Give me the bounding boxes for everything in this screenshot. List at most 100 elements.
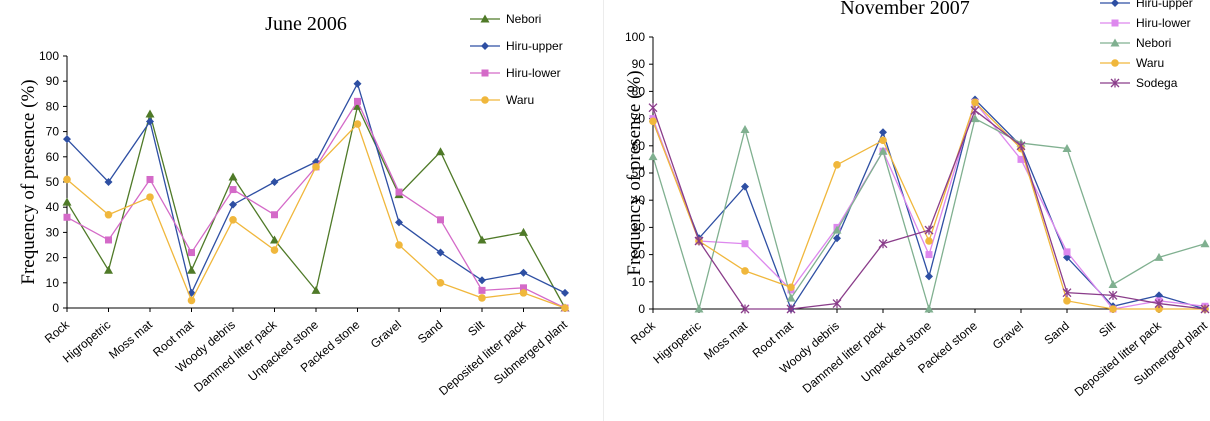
data-point	[1062, 144, 1072, 153]
data-point	[477, 235, 487, 244]
data-point	[63, 175, 71, 184]
data-point	[1109, 305, 1117, 313]
data-point	[561, 288, 569, 297]
legend: Nebori Hiru-upper Hiru-lower Waru	[470, 12, 563, 107]
x-tick-label: Dammed litter pack	[800, 318, 889, 396]
y-tick-label: 0	[52, 301, 59, 315]
series-hiru-lower	[63, 97, 569, 312]
data-point	[1108, 290, 1118, 300]
series-nebori	[62, 101, 570, 312]
x-tick-label: Silt	[1096, 318, 1118, 340]
data-point	[271, 211, 278, 219]
data-point	[187, 265, 196, 274]
y-tick-label: 40	[632, 193, 646, 207]
data-point	[786, 293, 796, 302]
data-point	[1154, 252, 1164, 261]
data-point	[395, 188, 403, 196]
data-point	[519, 268, 528, 277]
x-tick-label: Sand	[1041, 319, 1071, 348]
data-point	[970, 105, 980, 115]
data-point	[229, 216, 237, 224]
legend-label: Hiru-lower	[506, 66, 561, 80]
data-point	[694, 236, 704, 246]
data-point	[924, 225, 934, 235]
y-tick-label: 0	[638, 302, 645, 316]
data-point	[353, 79, 362, 88]
chart-panel-1: June 2006 Frequency of presence (%) 0 10 20 3…	[18, 12, 570, 398]
x-tick-label: Gravel	[368, 318, 404, 351]
data-point	[520, 284, 527, 292]
data-point	[970, 114, 980, 123]
legend-marker	[1111, 19, 1119, 27]
data-point	[187, 296, 196, 305]
series-hiru-upper	[63, 79, 569, 297]
data-point	[104, 178, 113, 186]
data-point	[648, 103, 658, 113]
legend-marker	[1110, 78, 1120, 88]
x-tick-label: Submerged plant	[491, 317, 571, 387]
data-point	[436, 248, 445, 257]
data-point	[478, 276, 486, 285]
data-point	[971, 98, 979, 107]
y-tick-label: 80	[632, 84, 646, 98]
data-point	[1155, 305, 1163, 313]
y-tick-label: 50	[46, 175, 60, 189]
y-tick-label: 100	[625, 30, 645, 44]
data-point	[229, 186, 237, 194]
data-point	[786, 304, 796, 314]
data-point	[353, 101, 362, 110]
legend-label: Waru	[506, 93, 534, 107]
y-tick-label: 80	[46, 99, 60, 113]
legend-marker	[1111, 59, 1119, 67]
x-tick-label: Gravel	[990, 319, 1026, 352]
data-point	[649, 117, 657, 126]
legend-label: Nebori	[1136, 36, 1171, 50]
x-tick-label: Silt	[465, 317, 487, 339]
x-tick-label: Moss mat	[701, 318, 750, 363]
data-point	[1108, 280, 1118, 289]
data-point	[832, 299, 842, 309]
chart-title: November 2007	[840, 0, 969, 19]
y-tick-label: 50	[632, 166, 646, 180]
x-tick-label: Rock	[628, 318, 659, 347]
legend-label: Hiru-upper	[506, 39, 563, 53]
series-nebori	[648, 114, 1210, 313]
y-tick-label: 20	[632, 248, 646, 262]
legend-marker	[1111, 0, 1119, 7]
data-point	[1017, 155, 1025, 163]
data-point	[741, 240, 749, 248]
legend-label: Sodega	[1136, 76, 1178, 90]
data-point	[146, 193, 154, 201]
x-tick-label: Sand	[415, 318, 445, 347]
y-tick-label: 20	[46, 251, 60, 265]
y-tick-label: 100	[39, 49, 59, 63]
chart-panel-2: November 2007 Frequency of presence (%) 0 1…	[624, 0, 1210, 399]
series-waru	[649, 98, 1209, 313]
data-point	[63, 213, 71, 221]
legend-label: Nebori	[506, 12, 541, 26]
data-point	[478, 286, 486, 294]
data-point	[1200, 304, 1210, 314]
series-line	[66, 122, 566, 309]
panel-divider	[603, 0, 604, 421]
data-point	[229, 200, 237, 209]
data-point	[188, 249, 195, 257]
legend-label: Waru	[1136, 56, 1164, 70]
y-tick-label: 90	[46, 74, 60, 88]
data-point	[925, 272, 933, 281]
y-tick-label: 70	[632, 112, 646, 126]
data-point	[437, 216, 444, 224]
data-point	[270, 235, 279, 244]
data-point	[436, 147, 445, 156]
x-tick-label: Higropetric	[650, 319, 703, 367]
x-tick-label: Deposited litter pack	[1072, 318, 1165, 399]
legend-label: Hiru-lower	[1136, 16, 1191, 30]
data-point	[740, 124, 750, 133]
data-point	[740, 304, 750, 314]
series-hiru-lower	[649, 98, 1209, 313]
series-waru	[63, 120, 569, 312]
data-point	[436, 279, 445, 287]
data-point	[879, 128, 887, 137]
data-point	[1063, 248, 1071, 256]
data-point	[146, 117, 154, 126]
